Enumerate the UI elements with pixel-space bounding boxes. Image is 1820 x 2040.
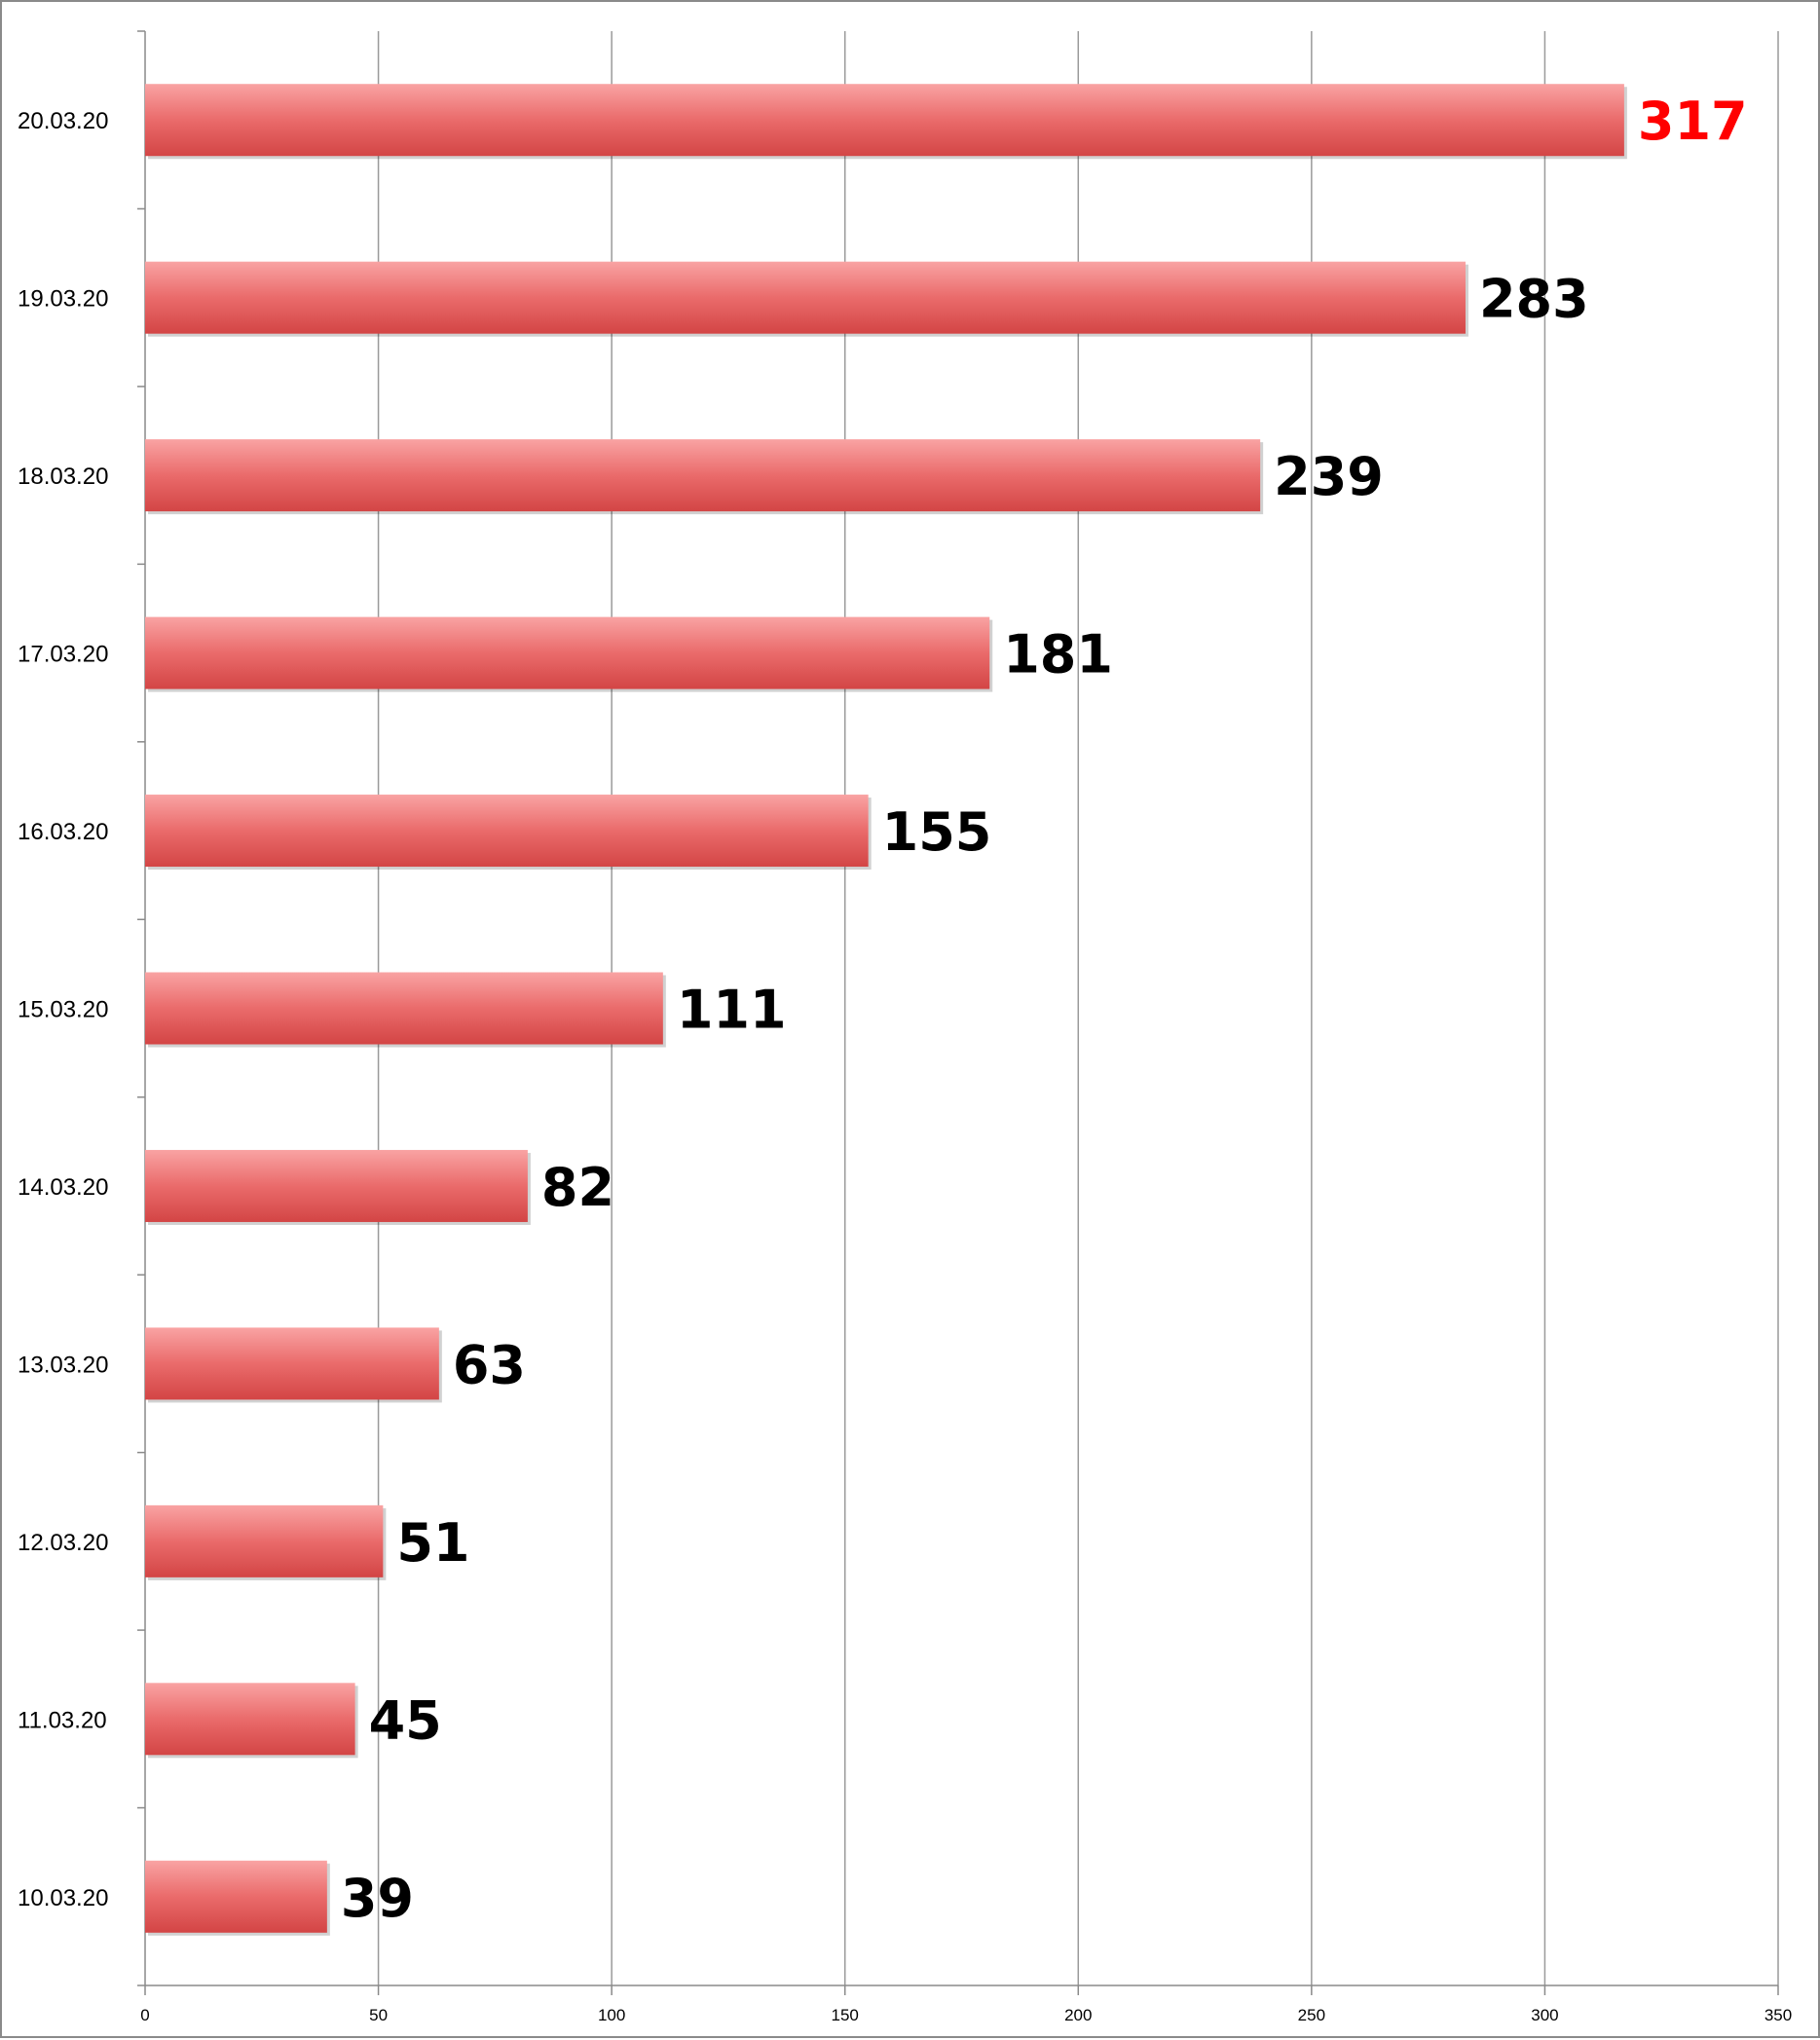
data-label: 45	[369, 1689, 442, 1751]
bar-14.03.20	[145, 1149, 528, 1222]
bar-16.03.20	[145, 795, 869, 868]
category-label: 17.03.20	[18, 642, 108, 668]
x-tick-label: 50	[369, 2006, 388, 2024]
labels: 10.03.20 39 11.03.20 45 12.03.20 51 13.03.20 63…	[18, 91, 1748, 1929]
category-label: 18.03.20	[18, 464, 108, 490]
bar-20.03.20	[145, 84, 1624, 157]
category-label: 20.03.20	[18, 108, 108, 134]
bar-11.03.20	[145, 1683, 355, 1756]
data-label: 63	[453, 1334, 526, 1395]
bar-18.03.20	[145, 439, 1261, 512]
category-label: 15.03.20	[18, 997, 108, 1023]
bar-12.03.20	[145, 1504, 384, 1577]
category-label: 13.03.20	[18, 1352, 108, 1378]
bar-13.03.20	[145, 1327, 439, 1400]
category-label: 19.03.20	[18, 286, 108, 313]
category-label: 14.03.20	[18, 1174, 108, 1201]
category-label: 11.03.20	[18, 1707, 107, 1733]
x-tick-label: 350	[1764, 2006, 1792, 2024]
x-tick-label: 200	[1064, 2006, 1092, 2024]
data-label: 39	[341, 1868, 414, 1929]
x-tick-label: 0	[140, 2006, 149, 2024]
data-label: 239	[1274, 446, 1384, 507]
gridlines	[377, 31, 1779, 1985]
data-label: 317	[1638, 91, 1748, 152]
bar-15.03.20	[145, 972, 663, 1045]
bar-19.03.20	[145, 261, 1466, 334]
category-label: 12.03.20	[18, 1530, 108, 1556]
data-label: 51	[396, 1512, 469, 1574]
data-label: 82	[541, 1157, 614, 1218]
data-label: 283	[1479, 269, 1589, 330]
x-tick-label: 250	[1298, 2006, 1325, 2024]
bar-17.03.20	[145, 616, 990, 689]
category-label: 10.03.20	[18, 1885, 108, 1911]
x-tick-label: 300	[1531, 2006, 1558, 2024]
x-tick-label: 100	[598, 2006, 625, 2024]
data-label: 181	[1003, 624, 1113, 686]
x-tick-label: 150	[832, 2006, 859, 2024]
bar-10.03.20	[145, 1860, 327, 1933]
data-label: 111	[677, 980, 787, 1041]
bars	[145, 84, 1627, 1936]
data-label: 155	[882, 801, 992, 863]
category-label: 16.03.20	[18, 819, 108, 845]
